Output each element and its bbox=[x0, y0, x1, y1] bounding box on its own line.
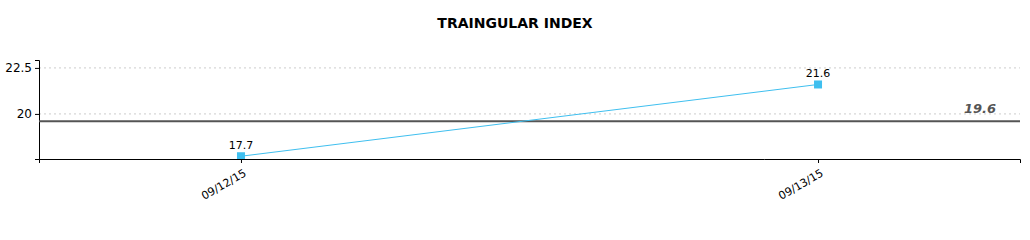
chart: TRAINGULAR INDEX 20 22.5 09/12/15 09/13/15 17… bbox=[0, 0, 1030, 240]
y-tick-label: 20 bbox=[17, 107, 32, 121]
y-tick-label: 22.5 bbox=[5, 61, 32, 75]
y-tick-mark bbox=[35, 114, 39, 115]
x-tick: 09/13/15 bbox=[776, 159, 825, 203]
marks bbox=[39, 80, 1020, 159]
point bbox=[814, 80, 822, 88]
data-label: 17.7 bbox=[229, 139, 254, 152]
y-tick-mark bbox=[35, 68, 39, 69]
y-tick: 20 bbox=[17, 107, 39, 121]
reference-label: 19.6 bbox=[964, 101, 996, 116]
grid-line bbox=[39, 113, 1020, 114]
series-line bbox=[241, 84, 818, 156]
grid bbox=[39, 68, 1020, 114]
y-tick: 22.5 bbox=[5, 61, 39, 75]
x-tick: 09/12/15 bbox=[199, 159, 248, 203]
plot: 20 22.5 09/12/15 09/13/15 17.7 21.6 19.6 bbox=[5, 61, 1020, 203]
x-tick-label: 09/13/15 bbox=[776, 167, 825, 203]
x-tick-label: 09/12/15 bbox=[199, 167, 248, 203]
point bbox=[237, 152, 245, 159]
grid-line bbox=[39, 67, 1020, 68]
x-axis: 09/12/15 09/13/15 bbox=[40, 159, 1021, 203]
title: TRAINGULAR INDEX bbox=[437, 15, 592, 31]
data-labels: 17.7 21.6 bbox=[229, 67, 831, 152]
x-tick-mark bbox=[818, 159, 819, 163]
y-axis: 20 22.5 bbox=[5, 61, 39, 160]
y-axis-line bbox=[35, 61, 40, 160]
x-tick-mark bbox=[241, 159, 242, 163]
data-label: 21.6 bbox=[806, 67, 831, 80]
x-axis-line bbox=[40, 160, 1021, 164]
